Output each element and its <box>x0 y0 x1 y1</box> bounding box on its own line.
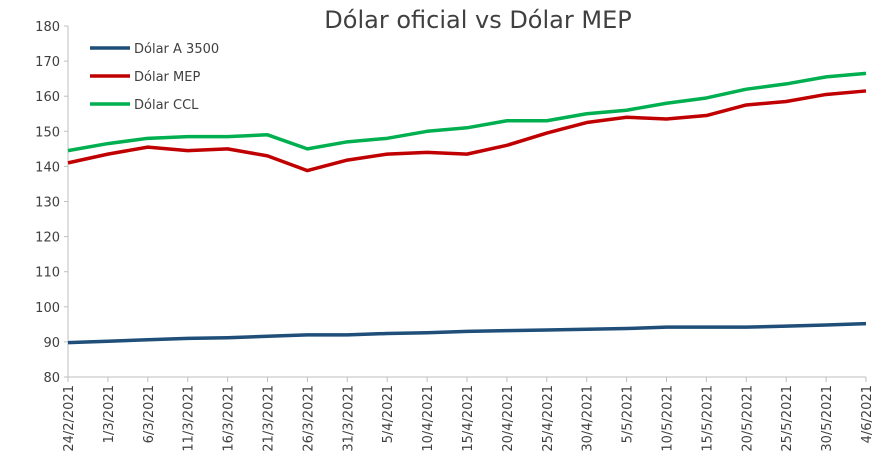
x-tick-label: 20/4/2021 <box>501 385 516 452</box>
x-tick-label: 1/3/2021 <box>102 385 117 443</box>
y-tick-label: 80 <box>43 371 60 386</box>
x-tick-label: 15/4/2021 <box>461 385 476 452</box>
x-tick-label: 30/4/2021 <box>581 385 596 452</box>
y-tick-label: 120 <box>35 231 60 246</box>
x-tick-label: 30/5/2021 <box>820 385 835 452</box>
series-line <box>67 71 867 153</box>
x-tick-label: 31/3/2021 <box>341 385 356 452</box>
series-line <box>67 321 867 345</box>
x-tick-label: 26/3/2021 <box>301 385 316 452</box>
x-tick-label: 25/4/2021 <box>541 385 556 452</box>
y-tick-label: 180 <box>35 20 60 35</box>
legend-label: Dólar MEP <box>134 70 200 85</box>
y-tick-label: 110 <box>35 266 60 281</box>
y-tick-label: 170 <box>35 55 60 70</box>
y-tick-label: 150 <box>35 125 60 140</box>
x-tick-label: 6/3/2021 <box>142 385 157 443</box>
x-tick-label: 25/5/2021 <box>780 385 795 452</box>
legend-label: Dólar CCL <box>134 98 199 113</box>
x-tick-label: 21/3/2021 <box>262 385 277 452</box>
x-tick-label: 15/5/2021 <box>700 385 715 452</box>
x-tick-label: 16/3/2021 <box>222 385 237 452</box>
chart-title: Dólar oficial vs Dólar MEP <box>324 6 631 34</box>
x-tick-label: 20/5/2021 <box>740 385 755 452</box>
x-tick-label: 4/6/2021 <box>860 385 875 443</box>
x-tick-label: 5/4/2021 <box>381 385 396 443</box>
x-tick-label: 11/3/2021 <box>182 385 197 452</box>
y-tick-label: 140 <box>35 160 60 175</box>
y-tick-label: 90 <box>43 336 60 351</box>
y-tick-label: 100 <box>35 301 60 316</box>
y-tick-label: 160 <box>35 90 60 105</box>
x-tick-label: 5/5/2021 <box>621 385 636 443</box>
series-line <box>67 89 867 173</box>
x-tick-label: 24/2/2021 <box>62 385 77 452</box>
legend-label: Dólar A 3500 <box>134 42 219 57</box>
x-tick-label: 10/5/2021 <box>661 385 676 452</box>
y-tick-label: 130 <box>35 196 60 211</box>
x-tick-label: 10/4/2021 <box>421 385 436 452</box>
